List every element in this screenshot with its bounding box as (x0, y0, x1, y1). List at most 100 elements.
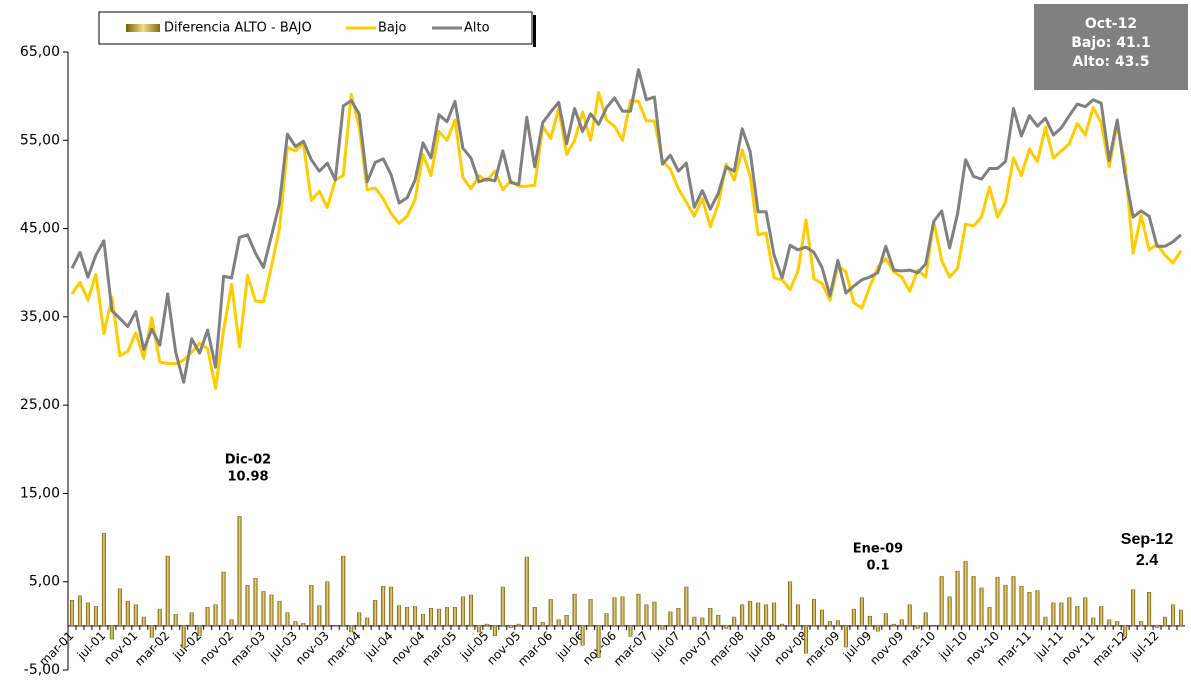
bar (405, 607, 410, 627)
bar (979, 587, 984, 627)
bar (413, 606, 418, 627)
bar (293, 621, 298, 627)
annotation: Ene-09 (853, 542, 903, 557)
bar (843, 625, 848, 648)
bar (277, 600, 282, 627)
bar (133, 604, 138, 627)
bar (101, 532, 106, 627)
info-box (1034, 4, 1188, 90)
bar (540, 622, 545, 627)
bar (109, 625, 114, 640)
bar (1147, 592, 1152, 627)
legend-label: Diferencia ALTO - BAJO (164, 21, 312, 36)
bar (604, 613, 609, 627)
bar (1043, 616, 1048, 627)
annotation: Alto: 43.5 (1073, 54, 1150, 70)
bar (189, 612, 194, 627)
bar (716, 615, 721, 627)
bar (947, 596, 952, 627)
legend-label: Bajo (378, 21, 406, 36)
x-tick-label: mar-10 (898, 629, 938, 669)
bar (1091, 617, 1096, 627)
bar (700, 617, 705, 627)
bar (157, 608, 162, 627)
bar (1115, 621, 1120, 627)
bar (660, 625, 665, 630)
bar (437, 608, 442, 627)
bar (668, 611, 673, 627)
annotation: 2.4 (1136, 552, 1158, 569)
bar (971, 576, 976, 627)
line-series (70, 91, 1183, 390)
bar (381, 585, 386, 627)
x-tick-label: mar-09 (802, 629, 842, 669)
bar (460, 596, 465, 627)
bar (325, 581, 330, 627)
bar (875, 625, 880, 632)
bar (684, 586, 689, 627)
bar (93, 606, 98, 627)
bar (508, 625, 513, 628)
bar (1075, 606, 1080, 627)
bar (484, 623, 489, 627)
bar (859, 597, 864, 627)
bar (221, 571, 226, 627)
bar (788, 581, 793, 627)
bar (891, 623, 896, 627)
bar (141, 616, 146, 627)
annotation: 10.98 (227, 470, 268, 485)
bar (548, 599, 553, 627)
bar (476, 625, 481, 633)
bar (740, 604, 745, 627)
bar (1019, 585, 1024, 627)
bar (165, 555, 170, 627)
bar (269, 594, 274, 627)
bar (923, 612, 928, 627)
annotation: 0.1 (866, 559, 889, 574)
annotation: Dic-02 (225, 453, 271, 468)
bar (1107, 619, 1112, 627)
bar (1027, 592, 1032, 627)
bar (748, 600, 753, 627)
bar (676, 608, 681, 627)
bar (1011, 576, 1016, 627)
bar (1003, 585, 1008, 627)
bar (452, 607, 457, 627)
bar (899, 619, 904, 627)
bar (85, 602, 90, 627)
bar (963, 561, 968, 627)
bar (261, 591, 266, 627)
bar (468, 594, 473, 627)
bar (628, 625, 633, 637)
bar (995, 577, 1000, 627)
bar (117, 588, 122, 627)
bar (309, 585, 314, 627)
y-tick-label: 15,00 (20, 485, 60, 501)
x-tick-label: mar-11 (994, 629, 1034, 669)
bar (580, 625, 585, 646)
x-tick-label: mar-03 (228, 629, 268, 669)
bar (612, 597, 617, 627)
bar (939, 576, 944, 627)
bar (492, 625, 497, 636)
bar (1035, 590, 1040, 627)
annotation: Oct-12 (1085, 16, 1137, 32)
bar (724, 625, 729, 629)
bar (804, 625, 809, 654)
bar (532, 607, 537, 627)
bar (253, 577, 258, 627)
bar (197, 625, 202, 636)
bar (644, 604, 649, 627)
bar (237, 516, 242, 627)
x-tick-label: mar-04 (324, 629, 364, 669)
bar (835, 620, 840, 627)
y-tick-label: 25,00 (20, 397, 60, 413)
bar (708, 608, 713, 627)
bar (69, 600, 74, 627)
bar (213, 604, 218, 627)
bar (229, 619, 234, 627)
bar (245, 585, 250, 627)
bar (500, 586, 505, 627)
y-tick-label: 45,00 (20, 221, 60, 237)
y-tick-label: 5,00 (29, 574, 60, 590)
